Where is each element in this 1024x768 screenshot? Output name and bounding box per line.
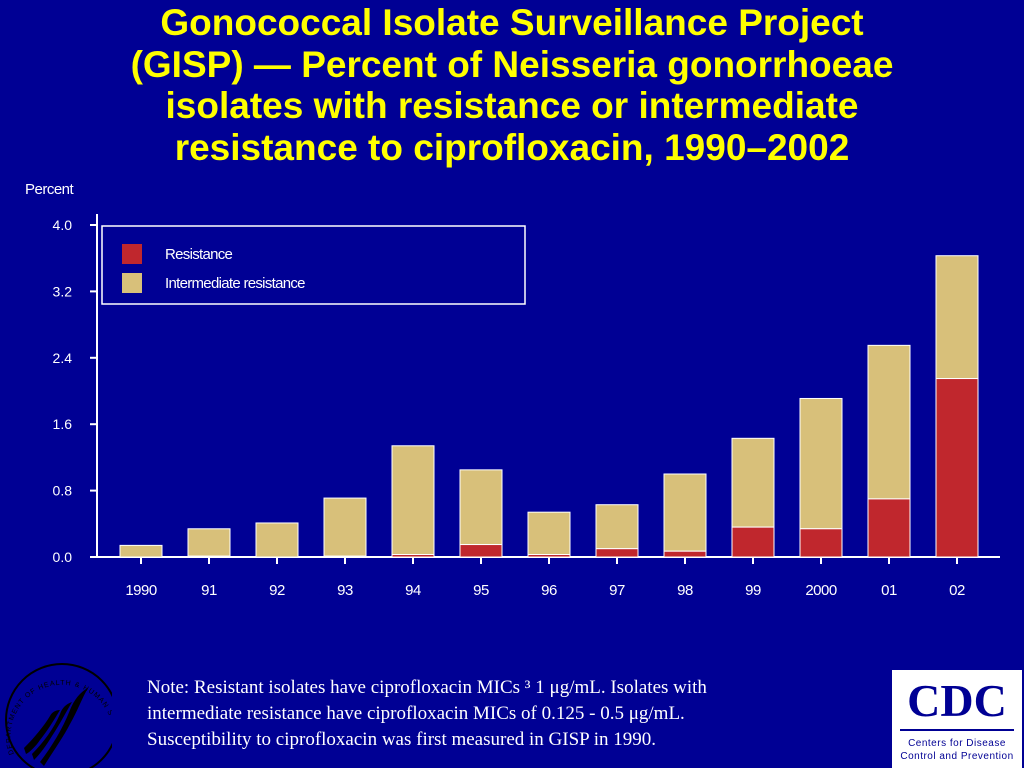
x-tick-label: 93 — [337, 582, 353, 599]
legend-label: Resistance — [165, 246, 233, 263]
bar-intermediate-1990 — [119, 544, 163, 558]
bar-resistance-2000 — [799, 528, 843, 558]
y-axis-label: Percent — [25, 181, 75, 198]
x-tick-label: 96 — [541, 582, 557, 599]
footnote-line: Note: Resistant isolates have ciprofloxa… — [147, 677, 707, 698]
y-tick-label: 4.0 — [53, 217, 73, 233]
bar-resistance-91 — [187, 555, 231, 558]
x-tick-label: 1990 — [125, 582, 157, 599]
x-tick-label: 98 — [677, 582, 693, 599]
hhs-seal-logo: DEPARTMENT OF HEALTH & HUMAN SERVICES · … — [0, 658, 112, 768]
legend-box — [101, 225, 526, 305]
footnote: Note: Resistant isolates have ciprofloxa… — [147, 675, 867, 753]
bar-intermediate-95 — [459, 469, 503, 546]
bar-intermediate-96 — [527, 511, 571, 556]
title-line: (GISP) — Percent of Neisseria gonorrhoea… — [130, 43, 894, 85]
bar-intermediate-97 — [595, 504, 639, 550]
x-tick-label: 97 — [609, 582, 625, 599]
bar-intermediate-92 — [255, 522, 299, 558]
title-line: resistance to ciprofloxacin, 1990–2002 — [174, 126, 850, 168]
legend-label: Intermediate resistance — [165, 275, 305, 292]
x-tick-label: 01 — [881, 582, 897, 599]
x-tick-label: 95 — [473, 582, 489, 599]
cdc-logo-subtitle: Control and Prevention — [900, 751, 1013, 762]
bar-resistance-97 — [595, 548, 639, 558]
x-tick-label: 99 — [745, 582, 761, 599]
y-tick-label: 0.0 — [53, 549, 73, 565]
title-line: Gonococcal Isolate Surveillance Project — [160, 2, 864, 43]
bar-intermediate-98 — [663, 473, 707, 552]
legend-swatch-intermediate — [122, 273, 142, 293]
y-tick-label: 0.8 — [53, 483, 73, 499]
bar-intermediate-01 — [867, 344, 911, 500]
y-tick-label: 1.6 — [53, 416, 73, 432]
bar-resistance-96 — [527, 554, 571, 558]
y-tick-label: 2.4 — [53, 350, 73, 366]
x-tick-label: 91 — [201, 582, 217, 599]
legend-swatch-resistance — [122, 244, 142, 264]
bar-resistance-02 — [935, 378, 979, 558]
footnote-line: intermediate resistance have ciprofloxac… — [147, 703, 685, 724]
x-tick-label: 02 — [949, 582, 965, 599]
x-tick-label: 92 — [269, 582, 285, 599]
slide-title: Gonococcal Isolate Surveillance Project … — [30, 2, 994, 168]
bar-resistance-99 — [731, 526, 775, 558]
bar-intermediate-2000 — [799, 397, 843, 530]
x-tick-label: 94 — [405, 582, 421, 599]
y-tick-label: 3.2 — [53, 283, 73, 299]
title-line: isolates with resistance or intermediate — [165, 85, 859, 126]
footnote-line: Susceptibility to ciprofloxacin was firs… — [147, 729, 657, 750]
bar-resistance-98 — [663, 550, 707, 558]
bar-resistance-95 — [459, 544, 503, 558]
bar-intermediate-02 — [935, 255, 979, 380]
bar-resistance-01 — [867, 498, 911, 558]
cdc-logo-subtitle: Centers for Disease — [908, 738, 1006, 749]
x-tick-label: 2000 — [805, 582, 837, 599]
bar-intermediate-91 — [187, 528, 231, 557]
hhs-eagle-icon — [24, 688, 88, 766]
bar-intermediate-94 — [391, 445, 435, 556]
bar-intermediate-99 — [731, 437, 775, 528]
cdc-logo: CDC Centers for Disease Control and Prev… — [892, 670, 1022, 768]
bar-resistance-93 — [323, 555, 367, 558]
bar-resistance-94 — [391, 554, 435, 558]
bar-intermediate-93 — [323, 497, 367, 557]
cdc-logo-text: CDC — [907, 675, 1007, 726]
